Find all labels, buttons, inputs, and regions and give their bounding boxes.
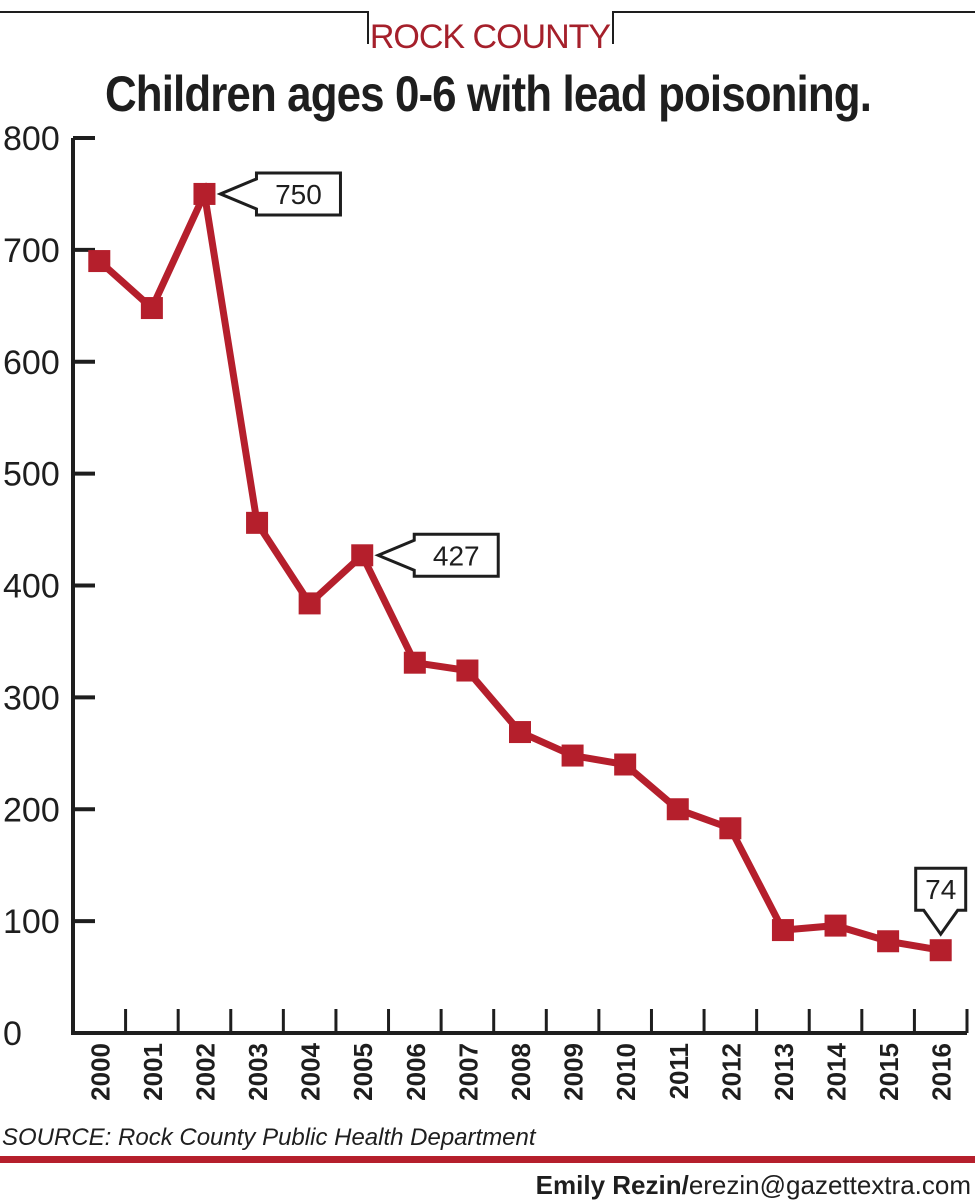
data-point	[561, 744, 584, 767]
data-point	[666, 798, 689, 821]
credit-email: erezin@gazettextra.com	[689, 1170, 971, 1200]
data-point	[509, 721, 531, 744]
callout-box	[374, 532, 500, 578]
data-point	[298, 592, 321, 615]
x-tick-label: 2016	[927, 1043, 957, 1101]
data-point	[771, 919, 794, 942]
x-tick-label: 2011	[664, 1043, 694, 1099]
x-tick-label: 2009	[559, 1043, 589, 1101]
y-tick-label: 400	[3, 568, 60, 606]
callout-box	[216, 171, 342, 217]
data-point	[719, 817, 742, 840]
x-tick-label: 2005	[348, 1043, 378, 1101]
y-tick-label: 500	[3, 456, 60, 494]
data-point	[614, 753, 637, 776]
data-point	[877, 930, 900, 953]
data-point	[140, 297, 163, 320]
data-point	[351, 544, 374, 567]
callout-label: 74	[925, 874, 956, 905]
data-point	[193, 182, 216, 205]
y-tick-label: 0	[3, 1015, 22, 1053]
y-tick-label: 100	[3, 903, 60, 941]
callouts: 750 427 74	[216, 171, 968, 937]
data-point	[403, 651, 426, 674]
data-point	[246, 511, 269, 534]
y-tick-label: 700	[3, 232, 60, 270]
x-tick-label: 2004	[296, 1042, 326, 1100]
footer-rule	[0, 1156, 975, 1163]
kicker-bracket-right	[612, 11, 975, 44]
x-tick-label: 2013	[769, 1043, 799, 1101]
y-tick-label: 600	[3, 344, 60, 382]
data-point	[456, 659, 479, 682]
x-tick-label: 2008	[506, 1043, 536, 1101]
series-line	[88, 182, 952, 962]
callout-label: 750	[275, 179, 322, 210]
credit-line: Emily Rezin/erezin@gazettextra.com	[536, 1170, 971, 1200]
y-tick-label: 200	[3, 791, 60, 829]
chart-title: Children ages 0-6 with lead poisoning.	[105, 66, 871, 122]
kicker: ROCK COUNTY	[370, 18, 611, 56]
x-tick-label: 2012	[716, 1043, 746, 1101]
y-tick-label: 800	[3, 120, 60, 158]
series-path	[96, 182, 942, 954]
data-point	[929, 939, 952, 962]
credit-name: Emily Rezin/	[536, 1170, 689, 1200]
data-point	[824, 914, 847, 937]
x-tick-label: 2000	[85, 1043, 115, 1101]
x-tick-label: 2001	[138, 1043, 168, 1101]
x-tick-label: 2015	[874, 1043, 904, 1101]
x-tick-label: 2002	[190, 1043, 220, 1101]
axes: 0 100 200 300 400 500 600 700 800 2000 2001 2002 200…	[3, 120, 969, 1101]
data-point	[88, 250, 111, 273]
x-tick-label: 2003	[243, 1043, 273, 1101]
x-tick-label: 2014	[822, 1042, 852, 1100]
source-note: SOURCE: Rock County Public Health Depart…	[2, 1124, 537, 1151]
callout-label: 427	[433, 540, 480, 571]
kicker-bracket-left	[0, 11, 369, 44]
x-tick-label: 2006	[401, 1043, 431, 1101]
x-tick-label: 2007	[453, 1043, 483, 1101]
y-tick-label: 300	[3, 679, 60, 717]
callout-box	[914, 866, 968, 937]
x-tick-label: 2010	[611, 1043, 641, 1101]
